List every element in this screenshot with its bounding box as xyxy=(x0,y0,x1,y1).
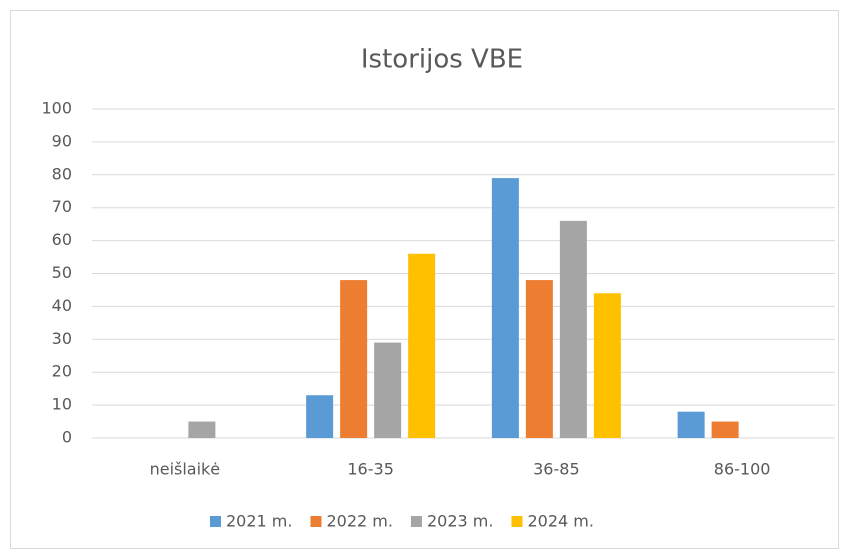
bar xyxy=(711,421,739,438)
bar xyxy=(374,342,402,438)
bar xyxy=(491,178,519,438)
legend-label: 2022 m. xyxy=(326,512,392,531)
y-tick-label: 90 xyxy=(52,131,72,150)
y-tick-label: 10 xyxy=(52,395,72,414)
x-tick-label: 36-85 xyxy=(533,460,580,479)
legend-swatch xyxy=(310,516,322,527)
bar xyxy=(408,253,436,438)
legend-label: 2021 m. xyxy=(226,512,292,531)
legend-label: 2023 m. xyxy=(427,512,493,531)
legend-swatch xyxy=(511,516,523,527)
bar xyxy=(306,395,334,438)
y-tick-label: 80 xyxy=(52,164,72,183)
legend-swatch xyxy=(210,516,221,527)
bar xyxy=(525,280,553,438)
bar xyxy=(340,280,368,438)
legend-swatch xyxy=(410,516,422,527)
y-tick-label: 100 xyxy=(41,99,72,118)
y-tick-label: 30 xyxy=(52,329,72,348)
y-tick-label: 70 xyxy=(52,197,72,216)
x-tick-label: neišlaikė xyxy=(150,460,221,479)
y-tick-label: 60 xyxy=(52,230,72,249)
y-tick-label: 20 xyxy=(52,362,72,381)
bar xyxy=(677,411,705,438)
legend-label: 2024 m. xyxy=(527,512,593,531)
y-tick-label: 0 xyxy=(62,428,72,447)
chart-title: Istorijos VBE xyxy=(361,45,523,75)
bar xyxy=(593,293,621,438)
x-tick-label: 16-35 xyxy=(347,460,394,479)
bar xyxy=(188,421,216,438)
x-tick-label: 86-100 xyxy=(714,460,771,479)
bar xyxy=(559,220,587,438)
y-tick-label: 50 xyxy=(52,263,72,282)
y-tick-label: 40 xyxy=(52,296,72,315)
